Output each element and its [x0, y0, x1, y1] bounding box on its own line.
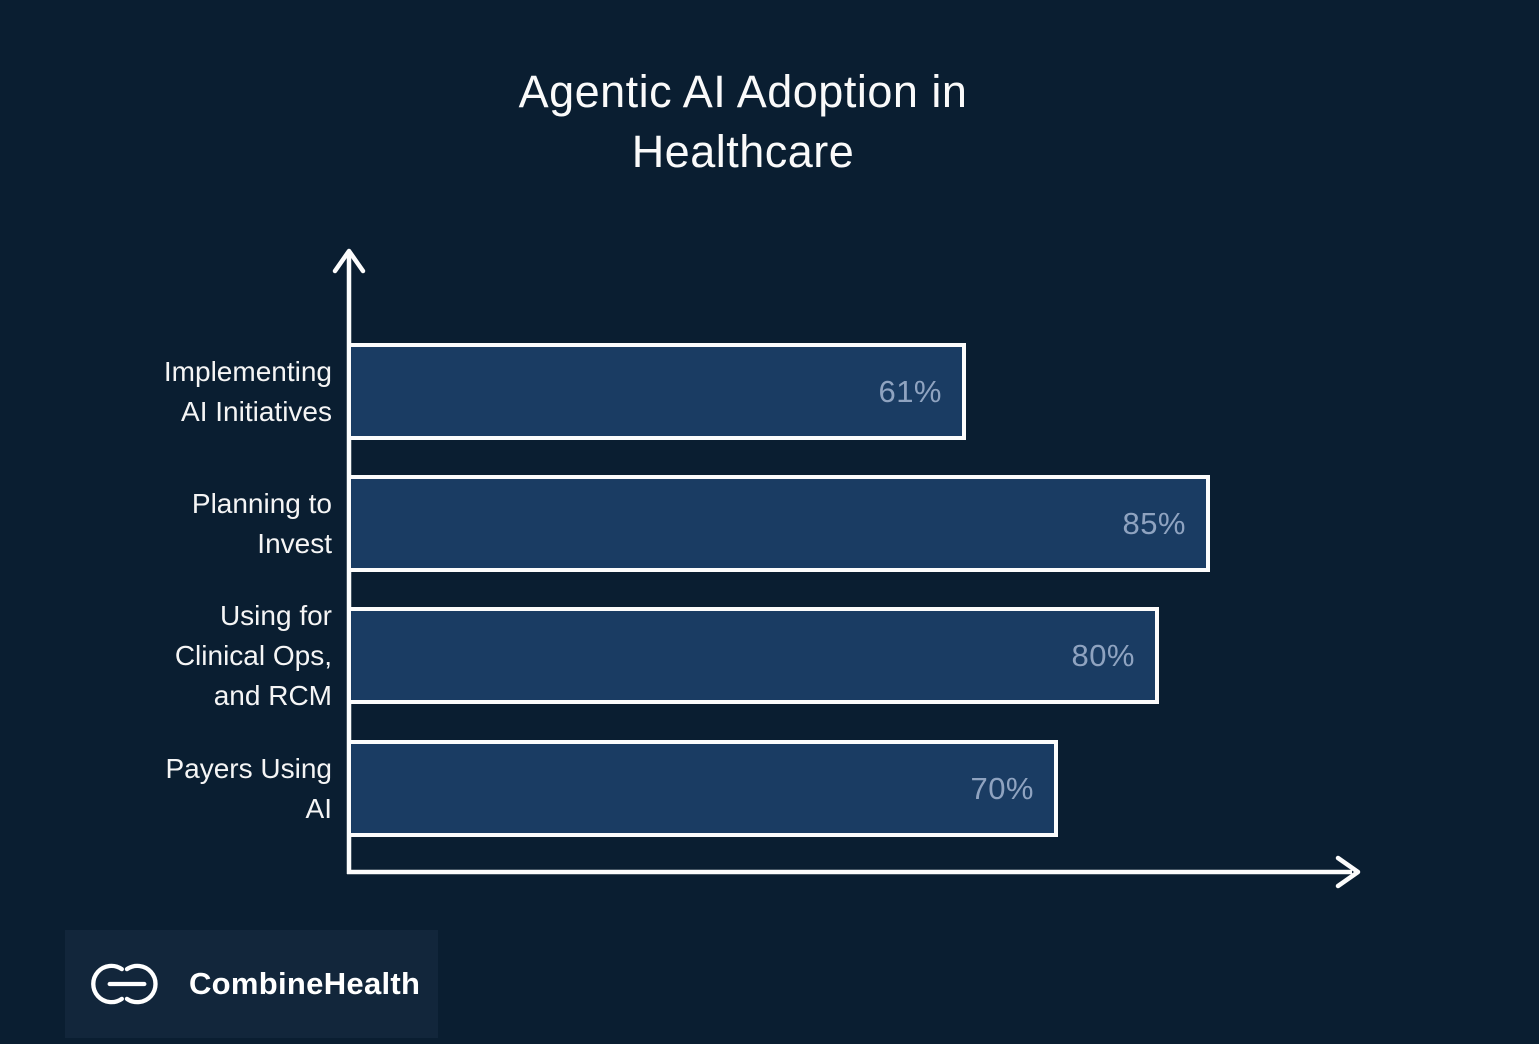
y-axis-arrow-icon [332, 248, 366, 274]
bar: 61% [347, 343, 966, 440]
bar: 80% [347, 607, 1159, 704]
x-axis-arrow-icon [1335, 855, 1361, 889]
category-label: Using for Clinical Ops, and RCM [174, 599, 332, 711]
brand-logo: CombineHealth [65, 930, 438, 1038]
bar: 70% [347, 740, 1058, 837]
category-labels: Implementing AI Initiatives Planning to Inv… [0, 0, 332, 1044]
brand-name-regular: Combine [189, 966, 324, 1001]
bar-value-label: 85% [1122, 505, 1186, 541]
chart-title: Agentic AI Adoption in Healthcare [518, 66, 968, 177]
bar-value-label: 80% [1071, 637, 1135, 673]
brand-name: CombineHealth [189, 966, 420, 1002]
brand-name-bold: Health [323, 966, 421, 1001]
combinehealth-ch-icon [91, 963, 158, 1005]
category-label: Planning to Invest [191, 487, 332, 559]
bar-value-label: 61% [878, 373, 942, 409]
category-label: Implementing AI Initiatives [163, 355, 332, 427]
bar: 85% [347, 475, 1210, 572]
category-label: Payers Using AI [165, 752, 332, 824]
bar-value-label: 70% [970, 770, 1034, 806]
